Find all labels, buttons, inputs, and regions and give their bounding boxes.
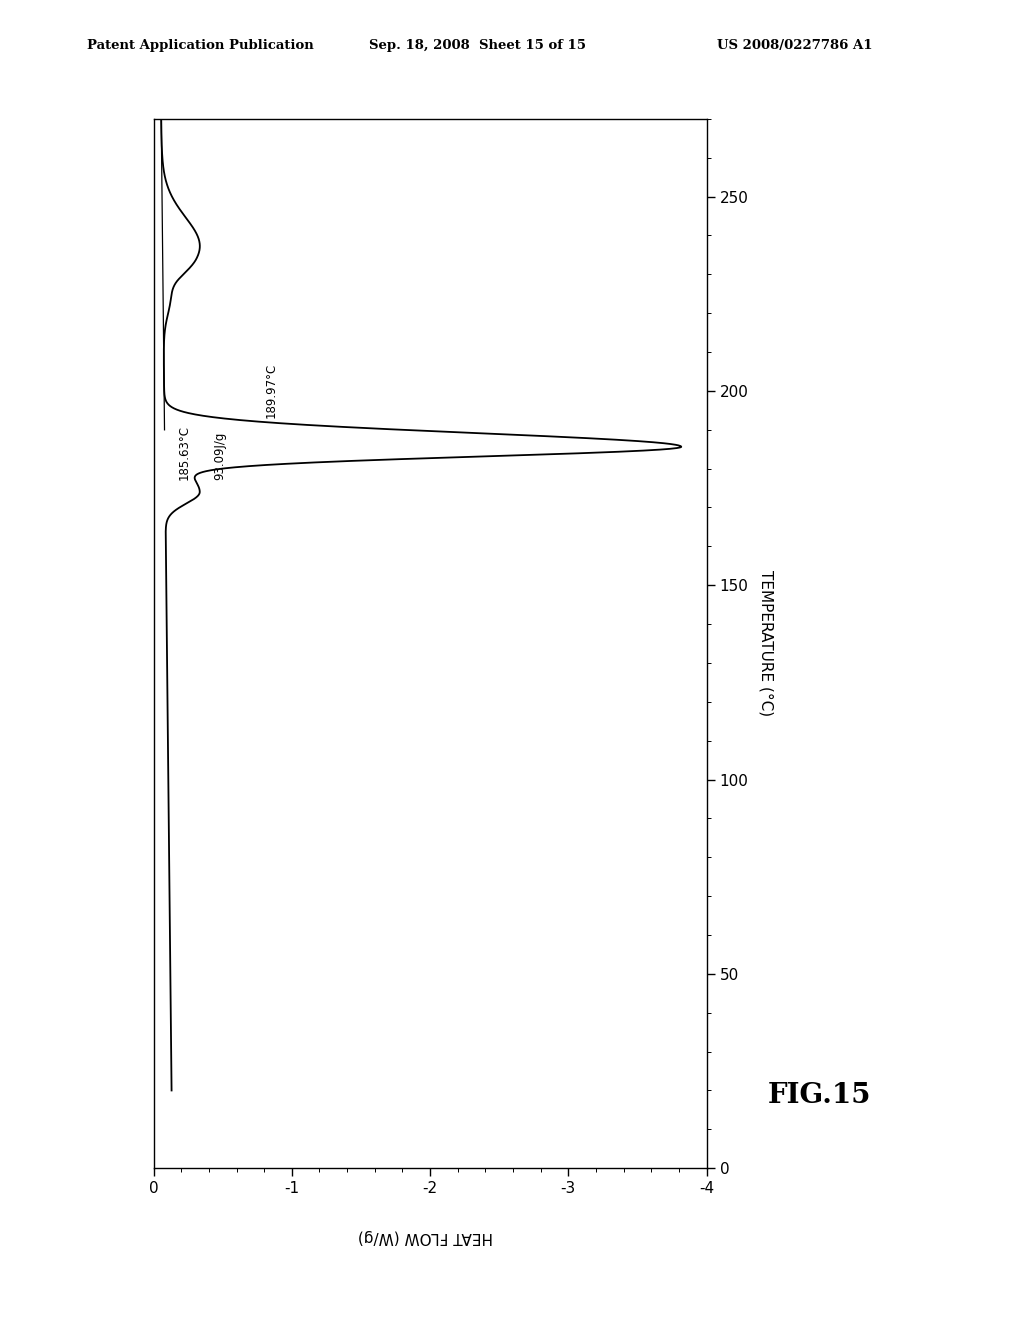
Text: 185.63°C: 185.63°C <box>177 425 190 480</box>
Y-axis label: TEMPERATURE (°C): TEMPERATURE (°C) <box>759 570 773 717</box>
Text: 189.97°C: 189.97°C <box>264 363 278 418</box>
Text: US 2008/0227786 A1: US 2008/0227786 A1 <box>717 38 872 51</box>
Text: HEAT FLOW (W/g): HEAT FLOW (W/g) <box>357 1229 493 1245</box>
Text: Sep. 18, 2008  Sheet 15 of 15: Sep. 18, 2008 Sheet 15 of 15 <box>369 38 586 51</box>
Text: Patent Application Publication: Patent Application Publication <box>87 38 313 51</box>
Text: 93.09J/g: 93.09J/g <box>213 432 226 480</box>
Text: FIG.15: FIG.15 <box>767 1082 871 1109</box>
